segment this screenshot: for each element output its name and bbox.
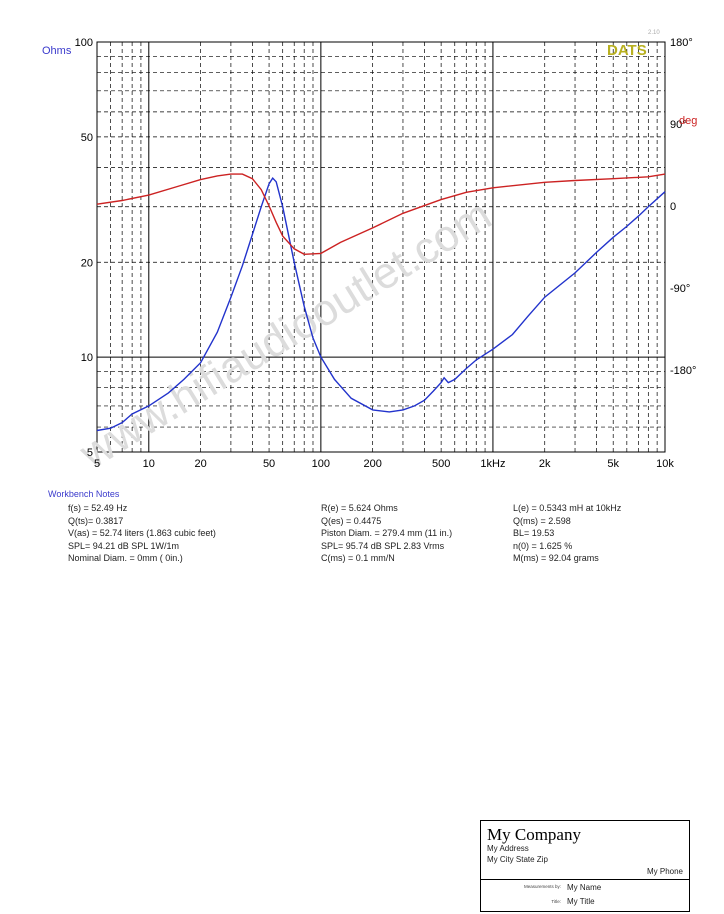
impedance-curve (96, 176, 666, 432)
y-right-tick-label: 90° (670, 119, 687, 131)
notes-column-1: f(s) = 52.49 Hz Q(ts)= 0.3817 V(as) = 52… (68, 502, 216, 565)
note-re: R(e) = 5.624 Ohms (321, 503, 398, 513)
y-right-unit: deg (679, 115, 697, 127)
company-city: My City State Zip (487, 855, 548, 864)
note-qes: Q(es) = 0.4475 (321, 515, 382, 526)
x-tick-label: 20 (194, 458, 206, 470)
note-vas: V(as) = 52.74 liters (1.863 cubic feet) (68, 528, 216, 538)
phase-curve (96, 173, 666, 256)
workbench-notes: Workbench Notes f(s) = 52.49 Hz Q(ts)= 0… (48, 489, 688, 563)
plot-area (96, 41, 666, 453)
x-tick-label: 10k (656, 458, 674, 470)
y-left-tick-label: 100 (75, 37, 93, 49)
grid (97, 42, 665, 452)
title-block-divider (481, 879, 689, 880)
company-phone: My Phone (646, 867, 683, 876)
y-right-tick-label: -180° (670, 365, 696, 377)
notes-heading: Workbench Notes (48, 489, 120, 499)
y-left-tick-label: 20 (81, 257, 93, 269)
title-block: My Company My Address My City State Zip … (480, 820, 690, 912)
x-tick-labels: 5 10 20 50 100 200 500 1kHz 2k 5k 10k (94, 458, 674, 470)
measured-by-name: My Name (567, 883, 602, 892)
y-left-tick-label: 50 (81, 132, 93, 144)
x-tick-label: 2k (539, 458, 551, 470)
y-left-tick-label: 5 (87, 447, 93, 459)
y-right-tick-labels: 180° 90° 0 -90° -180° (670, 37, 696, 377)
note-qts: Q(ts)= 0.3817 (68, 515, 124, 526)
note-spl-1w: SPL= 94.21 dB SPL 1W/1m (68, 540, 179, 551)
brand-logo: DATS (607, 42, 647, 59)
note-bl: BL= 19.53 (513, 528, 555, 538)
x-tick-label: 100 (312, 458, 330, 470)
impedance-chart: www.hifiaudiooutlet.com 5 10 20 50 100 200 500… (42, 30, 697, 479)
notes-column-2: R(e) = 5.624 Ohms Q(es) = 0.4475 Piston … (321, 502, 452, 565)
note-n0: n(0) = 1.625 % (513, 540, 573, 551)
x-tick-label: 5 (94, 458, 100, 470)
title-label: Title: (551, 899, 561, 904)
note-qms: Q(ms) = 2.598 (513, 515, 571, 526)
x-tick-label: 10 (143, 458, 155, 470)
note-fs: f(s) = 52.49 Hz (68, 503, 128, 513)
y-left-unit: Ohms (42, 45, 72, 57)
y-left-tick-labels: 100 50 20 10 5 (75, 37, 93, 459)
series-layer (96, 173, 666, 432)
version-label: 2.10 (648, 30, 660, 36)
x-tick-label: 200 (363, 458, 381, 470)
note-cms: C(ms) = 0.1 mm/N (321, 553, 395, 563)
y-left-tick-label: 10 (81, 352, 93, 364)
y-right-tick-label: 0 (670, 201, 676, 213)
company-name: My Company (487, 825, 581, 844)
company-address: My Address (487, 844, 529, 853)
note-piston-diam: Piston Diam. = 279.4 mm (11 in.) (321, 528, 453, 538)
notes-column-3: L(e) = 0.5343 mH at 10kHz Q(ms) = 2.598 … (513, 502, 621, 565)
y-right-tick-label: 180° (670, 37, 693, 49)
y-right-tick-label: -90° (670, 283, 690, 295)
note-spl-283: SPL= 95.74 dB SPL 2.83 Vrms (321, 540, 445, 551)
x-tick-label: 50 (263, 458, 275, 470)
person-title: My Title (567, 897, 595, 906)
measured-by-label: Measurements by: (523, 884, 561, 889)
note-mms: M(ms) = 92.04 grams (513, 553, 599, 563)
note-nominal-diam: Nominal Diam. = 0mm ( 0in.) (68, 553, 183, 563)
x-tick-label: 1kHz (480, 458, 505, 470)
x-tick-label: 5k (607, 458, 619, 470)
x-tick-label: 500 (432, 458, 450, 470)
note-le: L(e) = 0.5343 mH at 10kHz (513, 503, 622, 513)
